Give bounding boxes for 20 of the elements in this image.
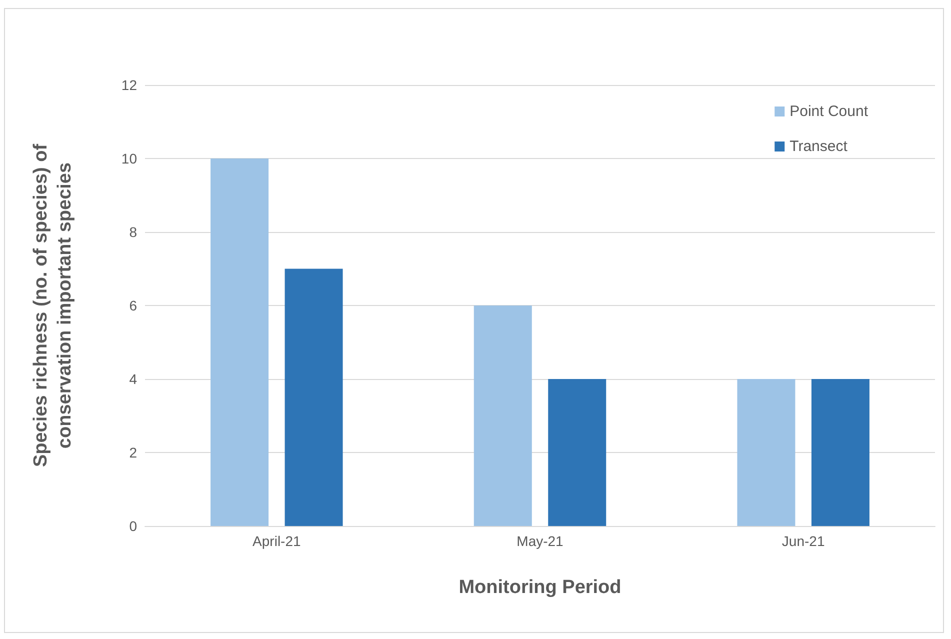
bar bbox=[548, 379, 606, 526]
y-tick-label: 4 bbox=[129, 371, 138, 387]
y-tick-label: 10 bbox=[121, 150, 138, 166]
bar bbox=[811, 379, 870, 526]
y-tick-label: 6 bbox=[129, 298, 138, 314]
y-tick-label: 2 bbox=[129, 444, 138, 460]
x-axis-title: Monitoring Period bbox=[458, 577, 622, 598]
bar bbox=[737, 379, 796, 526]
x-tick-label: April-21 bbox=[252, 533, 301, 549]
x-tick-label: Jun-21 bbox=[782, 533, 825, 549]
y-tick-label: 0 bbox=[129, 518, 138, 534]
bar bbox=[474, 306, 532, 526]
bar bbox=[210, 158, 269, 526]
y-axis-title: Species richness (no. of species) of conservation important species bbox=[30, 143, 76, 468]
y-tick-label: 12 bbox=[121, 77, 138, 93]
legend-label: Transect bbox=[790, 138, 848, 155]
x-tick-label: May-21 bbox=[516, 533, 564, 549]
y-tick-label: 8 bbox=[129, 224, 138, 240]
bar bbox=[284, 268, 343, 526]
legend-label: Point Count bbox=[790, 103, 869, 120]
